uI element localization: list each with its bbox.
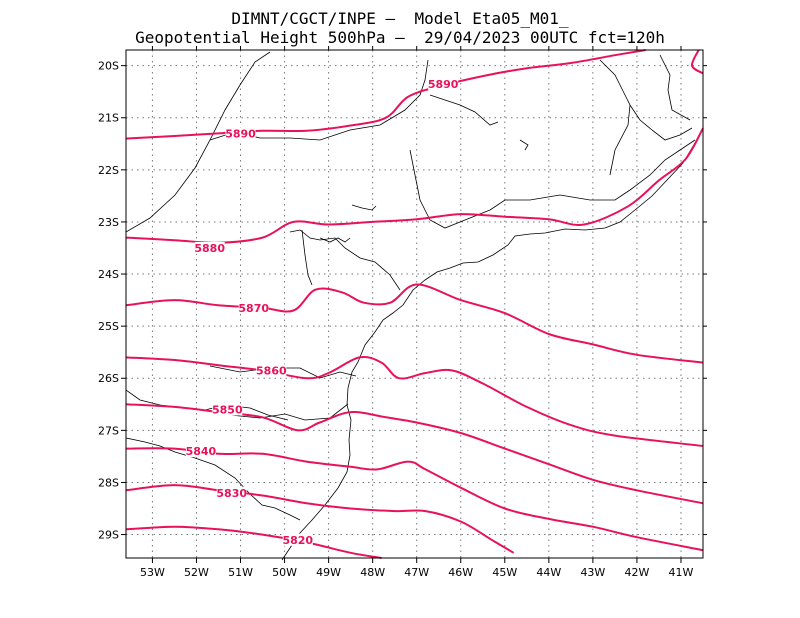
reservoir: [351, 204, 377, 211]
lat-tick-label: 29S: [98, 529, 119, 542]
lon-tick-label: 49W: [316, 566, 341, 579]
lat-tick-label: 22S: [98, 164, 119, 177]
contour-line-5870: [125, 283, 704, 364]
lon-tick-label: 53W: [140, 566, 165, 579]
contour-label: 5830: [216, 487, 247, 500]
lon-tick-label: 44W: [536, 566, 561, 579]
reservoir: [429, 94, 499, 126]
lon-tick-label: 50W: [272, 566, 297, 579]
contour-line-5890: [690, 49, 704, 75]
plot-frame: [125, 49, 704, 559]
border: [125, 437, 301, 521]
contour-label: 5880: [194, 242, 225, 255]
lon-tick-label: 41W: [669, 566, 694, 579]
contour-label: 5890: [225, 127, 256, 140]
contour-label-bg: [238, 301, 269, 314]
border: [659, 54, 691, 121]
contour-line-5890: [125, 49, 646, 140]
chart-title-line2: Geopotential Height 500hPa – 29/04/2023 …: [135, 28, 665, 47]
contour-label-bg: [216, 486, 247, 499]
contour-line-5820: [125, 525, 382, 559]
axes: 53W 52W 51W 50W 49W 48W 47W 46W 45W 44W 43W 42W 41W 2…: [98, 46, 707, 579]
lon-tick-label: 45W: [492, 566, 517, 579]
lat-tick-label: 26S: [98, 372, 119, 385]
border: [599, 59, 631, 176]
contour-label-bg: [282, 533, 313, 546]
contour-label-bg: [212, 403, 243, 416]
contour-line-5860: [125, 355, 704, 447]
contour-line-5830: [125, 484, 515, 554]
height-contours: [125, 49, 704, 559]
contour-line-5880: [125, 127, 704, 244]
coastlines-and-borders: [125, 51, 704, 561]
lon-tick-label: 43W: [580, 566, 605, 579]
border: [209, 365, 357, 379]
lon-tick-label: 47W: [404, 566, 429, 579]
border: [301, 229, 313, 286]
contour-label-bg: [225, 127, 256, 140]
chart-title-line1: DIMNT/CGCT/INPE – Model Eta05_M01_: [231, 9, 569, 28]
contour-label: 5850: [212, 404, 243, 417]
border: [229, 403, 349, 421]
lat-tick-label: 23S: [98, 216, 119, 229]
contour-label: 5840: [186, 445, 217, 458]
contour-label-bg: [194, 241, 225, 254]
lat-tick-label: 27S: [98, 424, 119, 437]
reservoir: [319, 237, 351, 243]
lat-tick-label: 24S: [98, 268, 119, 281]
contour-label: 5870: [238, 302, 269, 315]
lon-tick-label: 51W: [228, 566, 253, 579]
contour-label-bg: [256, 364, 287, 377]
contour-label-bg: [185, 445, 216, 458]
lon-tick-label: 46W: [448, 566, 473, 579]
contour-label: 5820: [282, 534, 313, 547]
lat-tick-label: 28S: [98, 476, 119, 489]
contour-label: 5890: [428, 78, 459, 91]
lon-tick-label: 42W: [624, 566, 649, 579]
border: [289, 229, 401, 291]
reservoir: [519, 139, 529, 151]
border: [409, 139, 696, 229]
lon-tick-label: 52W: [184, 566, 209, 579]
lat-tick-label: 25S: [98, 320, 119, 333]
lon-tick-label: 48W: [360, 566, 385, 579]
contour-label: 5860: [256, 364, 287, 377]
contour-line-5840: [125, 447, 704, 552]
lat-tick-label: 20S: [98, 60, 119, 73]
contour-labels: 5890 5890 5880 5870 5860 5850 5840 5830 5820: [185, 77, 459, 547]
border: [629, 104, 693, 141]
contour-label-bg: [428, 77, 459, 90]
lat-tick-label: 21S: [98, 112, 119, 125]
coastline: [281, 127, 704, 561]
border: [125, 51, 271, 233]
